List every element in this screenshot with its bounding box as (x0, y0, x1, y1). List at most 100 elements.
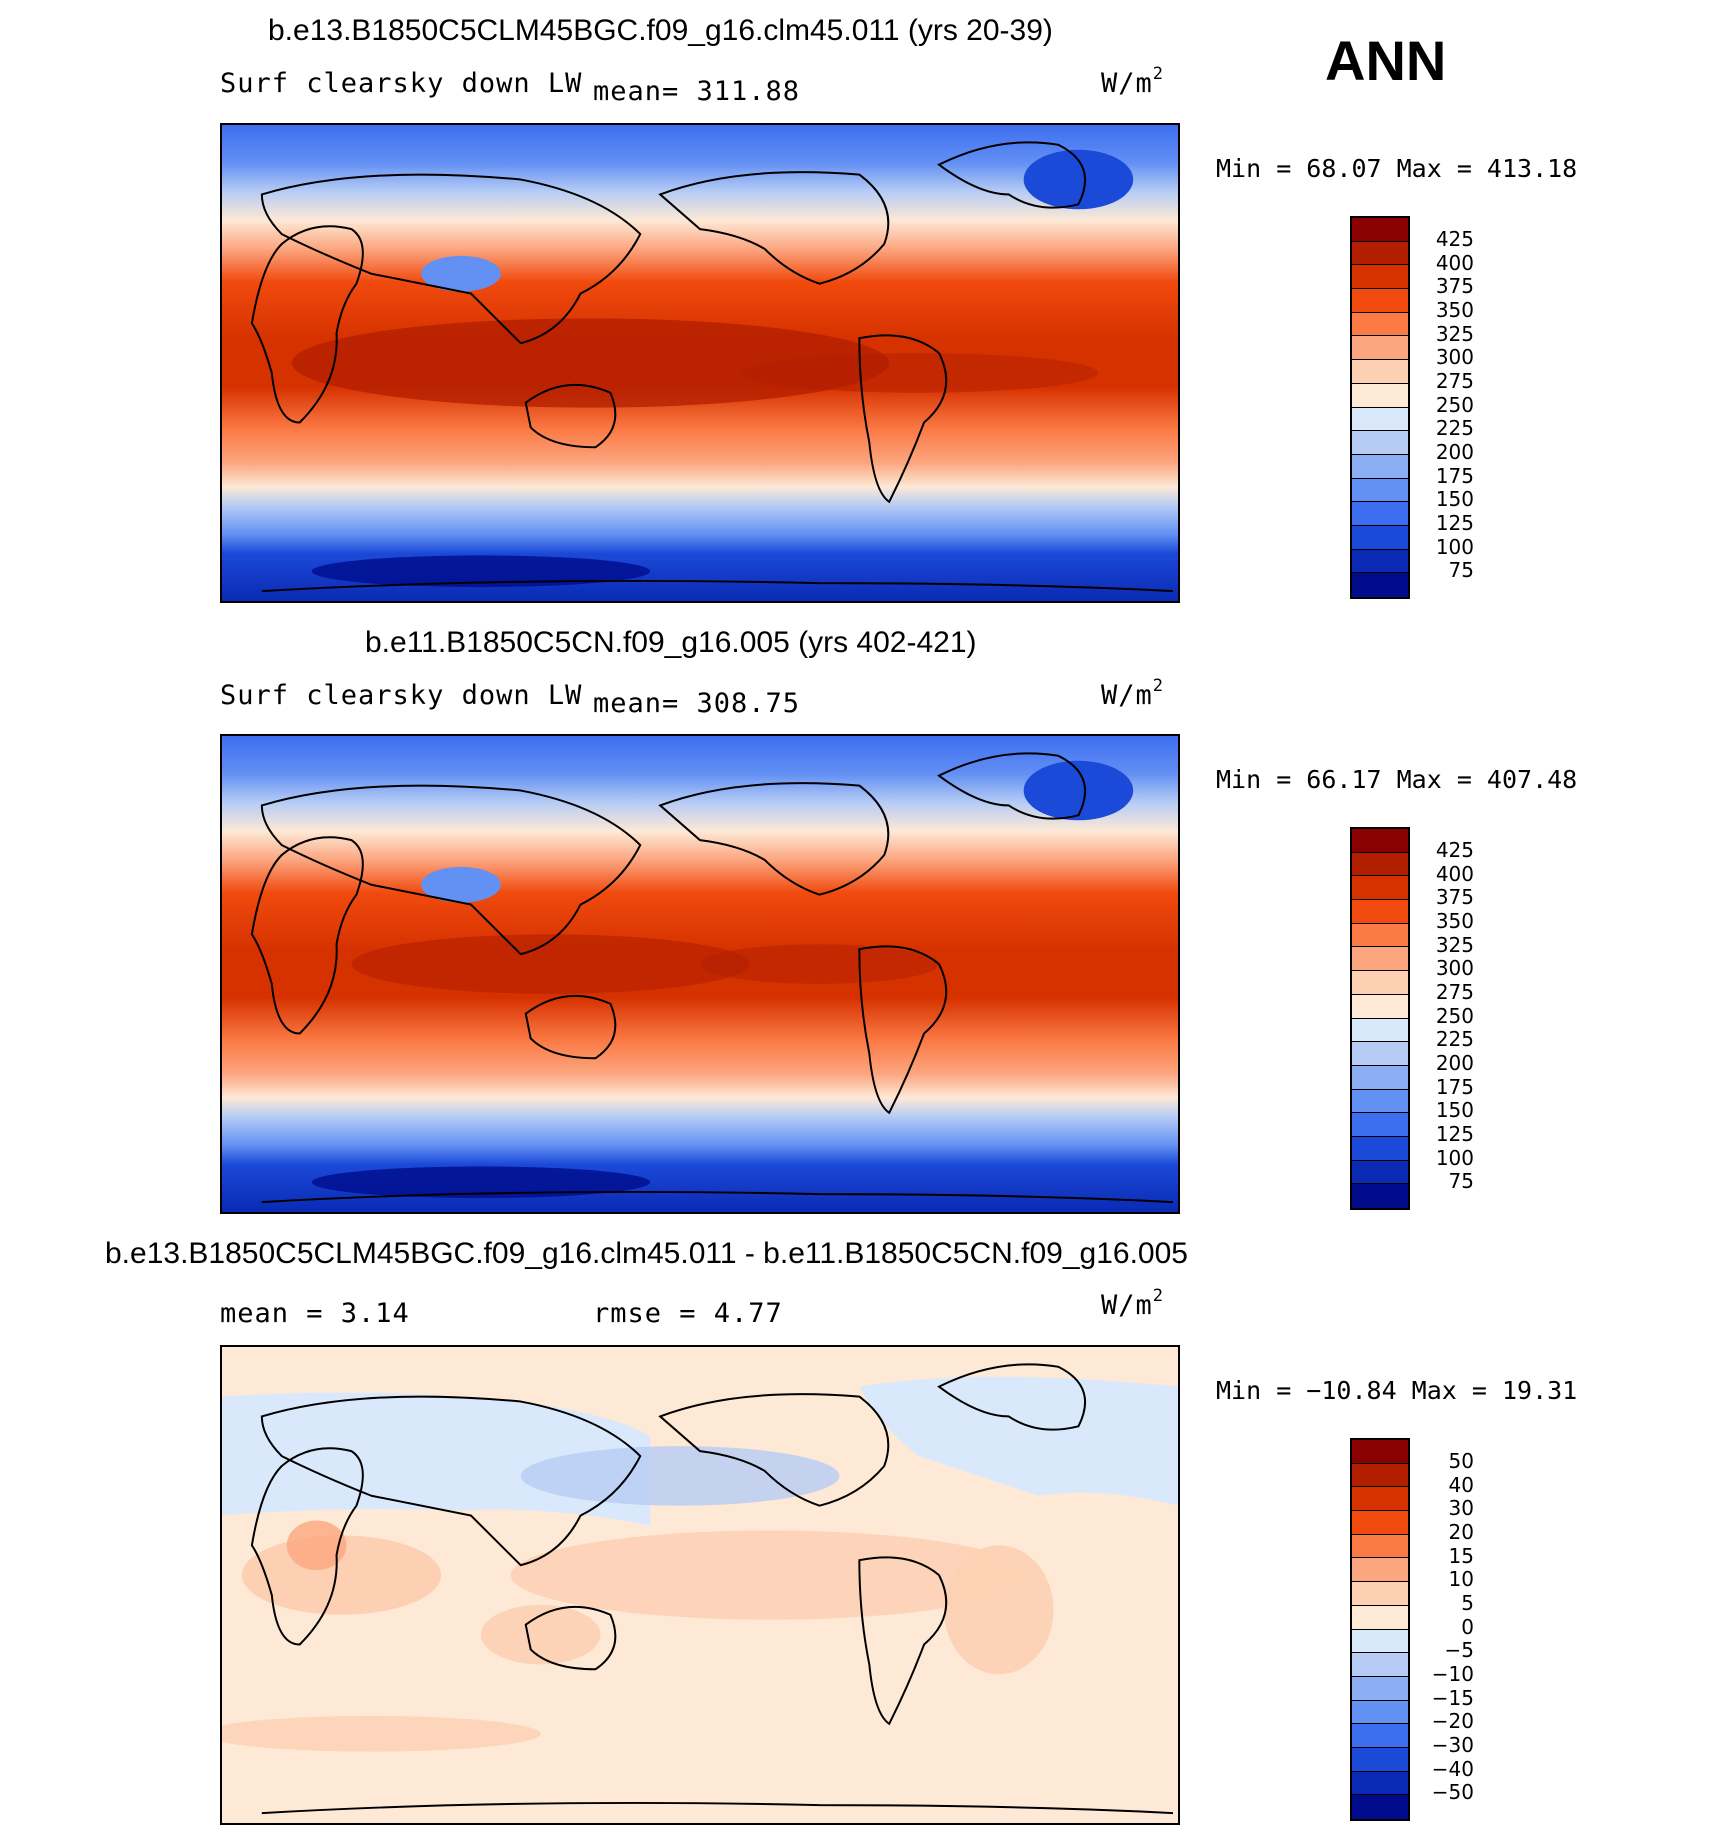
colorbar-swatch (1352, 1136, 1408, 1161)
colorbar-swatch (1352, 1605, 1408, 1630)
panel-3-mean-label: mean = 3.14 (220, 1298, 410, 1329)
colorbar-swatch (1352, 1184, 1408, 1208)
panel-3-rmse-label: rmse = 4.77 (593, 1298, 783, 1329)
colorbar-swatch (1352, 1795, 1408, 1819)
panel-1-mean-label: mean= 311.88 (593, 76, 801, 107)
colorbar-tick-label: 75 (1448, 1169, 1474, 1193)
colorbar-swatch (1352, 265, 1408, 290)
panel-3-units: W/m2 (1101, 1286, 1165, 1321)
colorbar-swatch (1352, 549, 1408, 574)
colorbar-tick-label: 30 (1448, 1496, 1474, 1520)
colorbar-tick-label: 50 (1448, 1449, 1474, 1473)
colorbar-swatch (1352, 1724, 1408, 1748)
colorbar-swatch (1352, 407, 1408, 432)
colorbar-swatch (1352, 1700, 1408, 1725)
colorbar-tick-label: −15 (1431, 1686, 1474, 1710)
panel-1-colorbar (1350, 216, 1410, 599)
colorbar-tick-label: 200 (1435, 1051, 1474, 1075)
colorbar-swatch (1352, 852, 1408, 877)
colorbar-tick-label: 350 (1435, 298, 1474, 322)
colorbar-swatch (1352, 994, 1408, 1019)
panel-1-title: b.e13.B1850C5CLM45BGC.f09_g16.clm45.011 … (268, 14, 1053, 47)
colorbar-tick-label: 425 (1435, 838, 1474, 862)
colorbar-swatch (1352, 1511, 1408, 1535)
colorbar-tick-label: −20 (1431, 1709, 1474, 1733)
colorbar-tick-label: −30 (1431, 1733, 1474, 1757)
panel-2-title: b.e11.B1850C5CN.f09_g16.005 (yrs 402-421… (365, 626, 977, 659)
colorbar-swatch (1352, 1160, 1408, 1185)
colorbar-swatch (1352, 1534, 1408, 1559)
colorbar-swatch (1352, 241, 1408, 266)
colorbar-swatch (1352, 1463, 1408, 1488)
colorbar-tick-label: 225 (1435, 1027, 1474, 1051)
colorbar-tick-label: 400 (1435, 862, 1474, 886)
colorbar-tick-label: −10 (1431, 1662, 1474, 1686)
colorbar-swatch (1352, 289, 1408, 313)
panel-1-units: W/m2 (1101, 64, 1165, 99)
panel-3-title: b.e13.B1850C5CLM45BGC.f09_g16.clm45.011 … (105, 1237, 1188, 1270)
colorbar-swatch (1352, 360, 1408, 384)
colorbar-tick-label: 100 (1435, 1146, 1474, 1170)
colorbar-swatch (1352, 336, 1408, 361)
colorbar-tick-label: 375 (1435, 274, 1474, 298)
colorbar-tick-label: 125 (1435, 1122, 1474, 1146)
colorbar-tick-label: 15 (1448, 1544, 1474, 1568)
colorbar-tick-label: 175 (1435, 1075, 1474, 1099)
colorbar-tick-label: 425 (1435, 227, 1474, 251)
colorbar-tick-label: 325 (1435, 322, 1474, 346)
colorbar-swatch (1352, 1065, 1408, 1090)
colorbar-tick-label: 250 (1435, 1004, 1474, 1028)
colorbar-tick-label: 225 (1435, 416, 1474, 440)
colorbar-swatch (1352, 947, 1408, 972)
colorbar-swatch (1352, 1629, 1408, 1654)
panel-3-min-max: Min = −10.84 Max = 19.31 (1216, 1376, 1578, 1405)
colorbar-tick-label: 325 (1435, 933, 1474, 957)
colorbar-swatch (1352, 900, 1408, 924)
colorbar-swatch (1352, 829, 1408, 853)
colorbar-tick-label: 0 (1461, 1615, 1474, 1639)
colorbar-swatch (1352, 923, 1408, 948)
colorbar-tick-label: 10 (1448, 1567, 1474, 1591)
colorbar-swatch (1352, 1089, 1408, 1114)
panel-2-map (220, 734, 1180, 1214)
colorbar-swatch (1352, 1653, 1408, 1677)
panel-2-colorbar (1350, 827, 1410, 1210)
colorbar-swatch (1352, 1771, 1408, 1796)
colorbar-swatch (1352, 1582, 1408, 1606)
colorbar-swatch (1352, 218, 1408, 242)
colorbar-tick-label: 275 (1435, 980, 1474, 1004)
colorbar-tick-label: 375 (1435, 885, 1474, 909)
colorbar-tick-label: 175 (1435, 464, 1474, 488)
panel-1-min-max: Min = 68.07 Max = 413.18 (1216, 154, 1578, 183)
colorbar-swatch (1352, 1018, 1408, 1043)
panel-2-units: W/m2 (1101, 676, 1165, 711)
colorbar-tick-label: 200 (1435, 440, 1474, 464)
colorbar-swatch (1352, 1042, 1408, 1066)
colorbar-tick-label: −5 (1444, 1638, 1474, 1662)
season-label: ANN (1325, 29, 1447, 92)
colorbar-swatch (1352, 1676, 1408, 1701)
panel-2-variable-label: Surf clearsky down LW (220, 680, 583, 711)
colorbar-tick-label: 40 (1448, 1473, 1474, 1497)
panel-3-colorbar (1350, 1438, 1410, 1821)
panel-1-map (220, 123, 1180, 603)
colorbar-tick-label: 20 (1448, 1520, 1474, 1544)
colorbar-swatch (1352, 312, 1408, 337)
colorbar-tick-label: 5 (1461, 1591, 1474, 1615)
colorbar-tick-label: −50 (1431, 1780, 1474, 1804)
panel-3-map (220, 1345, 1180, 1825)
panel-2-min-max: Min = 66.17 Max = 407.48 (1216, 765, 1578, 794)
colorbar-tick-label: 350 (1435, 909, 1474, 933)
colorbar-swatch (1352, 431, 1408, 455)
colorbar-swatch (1352, 876, 1408, 901)
colorbar-swatch (1352, 478, 1408, 503)
colorbar-tick-label: 275 (1435, 369, 1474, 393)
colorbar-swatch (1352, 1113, 1408, 1137)
colorbar-swatch (1352, 971, 1408, 995)
colorbar-swatch (1352, 1747, 1408, 1772)
colorbar-tick-label: −40 (1431, 1757, 1474, 1781)
colorbar-tick-label: 400 (1435, 251, 1474, 275)
colorbar-swatch (1352, 1440, 1408, 1464)
colorbar-tick-label: 150 (1435, 487, 1474, 511)
colorbar-swatch (1352, 383, 1408, 408)
